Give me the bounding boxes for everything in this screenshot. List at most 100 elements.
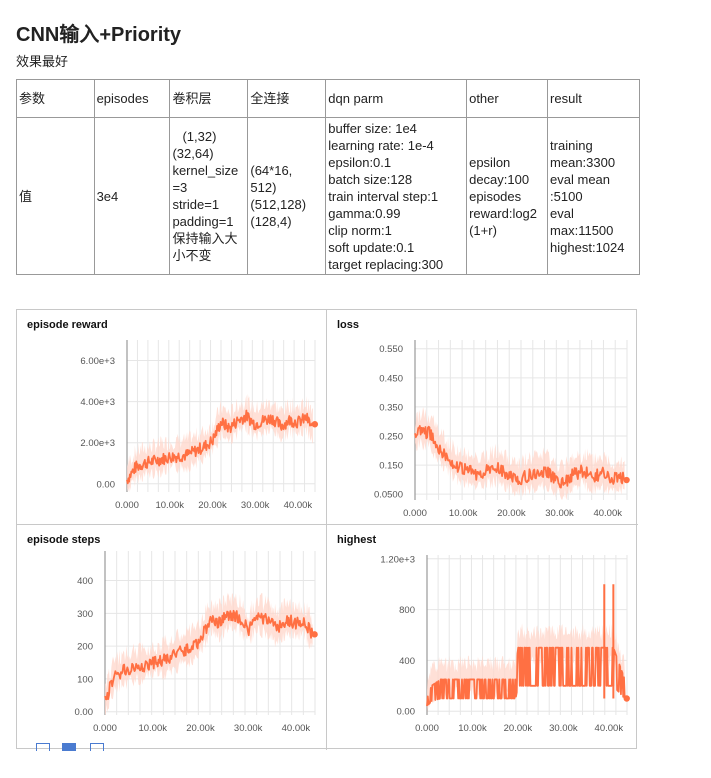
dqn-line: train interval step:1 xyxy=(328,188,439,204)
result-line: training xyxy=(550,137,593,153)
y-tick-label: 0.150 xyxy=(379,461,403,472)
result-line: eval xyxy=(550,205,574,221)
fit-domain-icon[interactable] xyxy=(90,743,104,751)
episode-steps-chart: 0.00 100 200 300 400 0.000 10.00k 20.00k 30.00k 4… xyxy=(75,551,318,734)
y-tick-label: 0.00 xyxy=(397,707,416,718)
other-line: reward:log2 xyxy=(469,205,538,221)
dqn-cell: buffer size: 1e4 learning rate: 1e-4 eps… xyxy=(325,117,468,275)
dqn-line: buffer size: 1e4 xyxy=(328,120,417,136)
x-tick-label: 10.00k xyxy=(449,508,478,519)
x-tick-label: 40.00k xyxy=(593,508,622,519)
series-noise-band xyxy=(105,592,313,715)
y-tick-label: 1.20e+3 xyxy=(380,554,415,565)
dqn-line: learning rate: 1e-4 xyxy=(328,137,434,153)
x-tick-label: 0.000 xyxy=(403,508,427,519)
header-cell: result xyxy=(547,79,640,118)
chart-panel-episode-steps: 0.00 100 200 300 400 0.000 10.00k 20.00k 30.00k 4… xyxy=(17,525,326,750)
fc-line: 512) xyxy=(250,180,277,195)
header-cell: 全连接 xyxy=(247,79,327,118)
conv-line: stride=1 xyxy=(172,197,220,212)
series-end-point xyxy=(623,476,630,484)
x-tick-label: 30.00k xyxy=(545,508,574,519)
result-line: eval mean xyxy=(550,171,611,187)
x-tick-label: 30.00k xyxy=(241,500,270,511)
fc-line: (64*16, xyxy=(250,163,293,178)
result-line: highest:1024 xyxy=(550,239,625,255)
x-tick-label: 30.00k xyxy=(234,723,263,734)
y-tick-label: 2.00e+3 xyxy=(80,438,115,449)
conv-line: (32,64) xyxy=(172,146,214,161)
chart-title: highest xyxy=(337,534,377,546)
data-toggle-icon[interactable] xyxy=(62,743,76,751)
x-tick-label: 20.00k xyxy=(497,508,526,519)
charts-grid: 0.00 2.00e+3 4.00e+3 6.00e+3 0.000 10.00k 20.0… xyxy=(16,309,638,750)
dqn-line: clip norm:1 xyxy=(328,222,392,238)
chart-title: loss xyxy=(337,319,360,331)
conv-line: (1,32) xyxy=(182,129,217,144)
other-line: episodes xyxy=(469,188,522,204)
y-tick-label: 0.250 xyxy=(379,432,403,443)
y-tick-label: 0.450 xyxy=(379,373,403,384)
conv-line: 保持输入大 xyxy=(172,231,238,246)
y-tick-label: 6.00e+3 xyxy=(80,356,115,367)
y-tick-label: 800 xyxy=(399,605,415,616)
loss-chart: 0.0500 0.150 0.250 0.350 0.450 0.550 0.000 10.0… xyxy=(374,340,630,519)
y-tick-label: 100 xyxy=(77,674,93,685)
dqn-line: batch size:128 xyxy=(328,171,413,187)
x-tick-label: 20.00k xyxy=(504,723,533,734)
page-subtitle: 效果最好 xyxy=(16,54,69,69)
y-tick-label: 300 xyxy=(77,609,93,620)
x-tick-label: 0.000 xyxy=(115,500,139,511)
dqn-line: soft update:0.1 xyxy=(328,239,415,255)
series-end-point xyxy=(311,421,319,428)
grid-divider xyxy=(326,310,327,750)
other-line: (1+r) xyxy=(469,222,497,238)
episodes-cell: 3e4 xyxy=(93,117,171,275)
chart-panel-loss: 0.0500 0.150 0.250 0.350 0.450 0.550 0.000 10.0… xyxy=(327,310,638,524)
chart-panel-episode-reward: 0.00 2.00e+3 4.00e+3 6.00e+3 0.000 10.00k 20.0… xyxy=(17,310,326,524)
highest-chart: 0.00 400 800 1.20e+3 0.000 10.00k 20.00k 30.00k… xyxy=(380,554,630,734)
x-tick-label: 20.00k xyxy=(186,723,215,734)
chart-title: episode steps xyxy=(27,534,101,546)
header-cell: other xyxy=(466,79,549,118)
fc-line: (128,4) xyxy=(250,214,292,229)
x-tick-label: 40.00k xyxy=(284,500,313,511)
row-label: 值 xyxy=(16,117,95,275)
header-cell: 参数 xyxy=(16,79,95,118)
dqn-line: gamma:0.99 xyxy=(328,205,401,221)
conv-line: padding=1 xyxy=(172,214,234,229)
expand-icon[interactable] xyxy=(36,743,50,751)
other-line: decay:100 xyxy=(469,171,530,187)
other-cell: epsilon decay:100 episodes reward:log2 (… xyxy=(466,117,549,275)
grid-divider xyxy=(326,524,638,525)
series-line xyxy=(126,409,314,485)
series-line xyxy=(414,425,626,489)
y-tick-label: 0.550 xyxy=(379,344,403,355)
y-tick-label: 0.00 xyxy=(97,479,116,490)
header-cell: 卷积层 xyxy=(169,79,249,118)
series-end-point xyxy=(623,695,630,702)
chart-title: episode reward xyxy=(27,319,108,331)
y-tick-label: 400 xyxy=(77,576,93,587)
conv-cell: (1,32) (32,64) kernel_size =3 stride=1 p… xyxy=(169,117,249,275)
table-row: 值 3e4 (1,32) (32,64) kernel_size =3 stri… xyxy=(16,117,640,275)
y-tick-label: 400 xyxy=(399,656,415,667)
result-line: max:11500 xyxy=(550,222,614,238)
y-tick-label: 0.0500 xyxy=(374,490,403,501)
y-tick-label: 4.00e+3 xyxy=(80,397,115,408)
table-header-row: 参数 episodes 卷积层 全连接 dqn parm other resul… xyxy=(16,79,640,118)
fc-line: (512,128) xyxy=(250,197,307,212)
x-tick-label: 10.00k xyxy=(138,723,167,734)
x-tick-label: 10.00k xyxy=(458,723,487,734)
y-tick-label: 0.00 xyxy=(75,707,94,718)
x-tick-label: 0.000 xyxy=(415,723,439,734)
x-tick-label: 0.000 xyxy=(93,723,117,734)
header-cell: episodes xyxy=(93,79,171,118)
episode-reward-chart: 0.00 2.00e+3 4.00e+3 6.00e+3 0.000 10.00k 20.0… xyxy=(80,340,319,511)
dqn-line: epsilon:0.1 xyxy=(328,154,392,170)
conv-line: =3 xyxy=(172,180,188,195)
series-line xyxy=(104,609,314,701)
x-tick-label: 10.00k xyxy=(155,500,184,511)
grid-divider xyxy=(17,524,326,525)
params-table: 参数 episodes 卷积层 全连接 dqn parm other resul… xyxy=(16,79,640,275)
